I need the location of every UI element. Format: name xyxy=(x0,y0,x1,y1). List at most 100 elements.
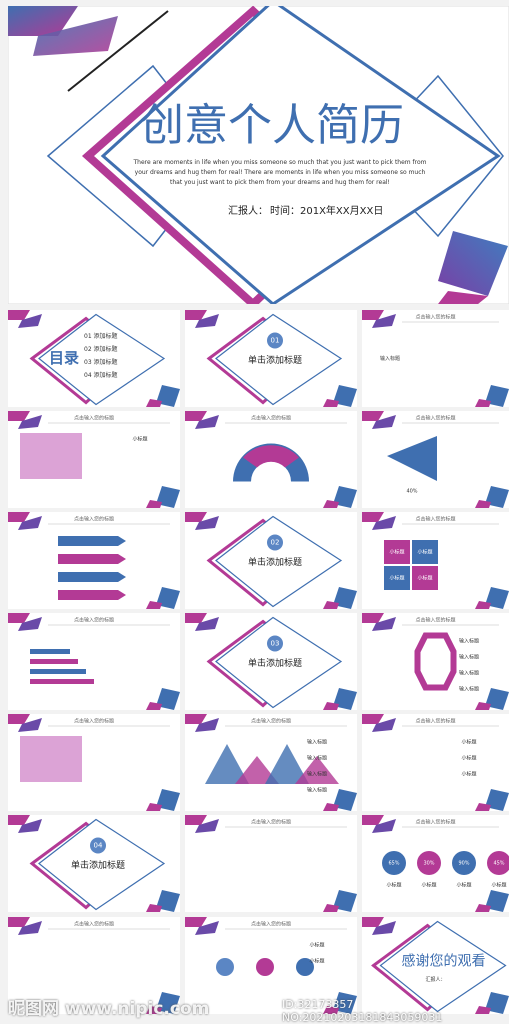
peak xyxy=(235,756,279,784)
decor xyxy=(485,789,509,811)
slide-heading: 点击输入您的标题 xyxy=(251,819,291,826)
decor xyxy=(67,10,169,92)
decor xyxy=(146,601,162,609)
decor xyxy=(195,617,219,631)
slide-thumbnail: 01 单击添加标题 xyxy=(185,310,357,407)
label: 输入标题 xyxy=(459,654,479,661)
decor xyxy=(195,415,219,429)
decor xyxy=(18,617,42,631)
decor xyxy=(362,512,384,522)
decor xyxy=(18,314,42,328)
section-number: 04 xyxy=(94,842,103,850)
decor xyxy=(8,815,30,825)
slide-heading: 点击输入您的标题 xyxy=(415,617,455,624)
arrow xyxy=(58,536,126,546)
decor xyxy=(8,310,30,320)
slide-bg xyxy=(185,815,357,912)
label: 65% xyxy=(388,861,399,867)
slide-thumbnail: 04 单击添加标题 xyxy=(8,815,180,912)
peak xyxy=(205,744,249,784)
decor xyxy=(372,718,396,732)
slide-thumbnail: 点击输入您的标题 xyxy=(8,917,180,1014)
decor xyxy=(8,411,30,421)
diamond-blue xyxy=(215,616,343,709)
decor xyxy=(18,516,42,530)
decor xyxy=(8,6,78,36)
label: 小标题 xyxy=(309,942,324,949)
toc-item: 02 添加标题 xyxy=(84,345,118,353)
date: 时间：201X年XX月XX日 xyxy=(270,204,383,217)
decor xyxy=(333,587,357,609)
decor xyxy=(33,16,118,56)
label: 小标题 xyxy=(491,882,506,889)
slide-thumbnail: 点击输入您的标题 xyxy=(8,613,180,710)
section-number: 03 xyxy=(271,640,280,648)
slide-heading: 点击输入您的标题 xyxy=(251,415,291,422)
section-heading: 单击添加标题 xyxy=(248,556,302,568)
slide-heading: 点击输入您的标题 xyxy=(415,516,455,523)
decor xyxy=(195,819,219,833)
decor xyxy=(485,486,509,508)
label: 40% xyxy=(406,489,417,495)
decor xyxy=(475,904,491,912)
number-badge xyxy=(267,534,283,551)
puzzle xyxy=(412,566,438,590)
slide-heading: 点击输入您的标题 xyxy=(74,516,114,523)
slide-heading: 点击输入您的标题 xyxy=(251,718,291,725)
decor xyxy=(185,613,207,623)
decor xyxy=(362,917,384,927)
decor xyxy=(475,803,491,811)
node xyxy=(256,958,274,976)
diamond-blue xyxy=(379,920,507,1013)
decor xyxy=(195,516,219,530)
thanks-title: 感谢您的观看 xyxy=(402,953,486,970)
decor xyxy=(185,512,207,522)
decor xyxy=(146,904,162,912)
watermark-site: 昵图网 www.nipic.com xyxy=(8,999,210,1019)
decor xyxy=(333,890,357,912)
slide-thumbnail: 03 单击添加标题 xyxy=(185,613,357,710)
slide-thumbnail: 点击输入您的标题 65% 30% 90% 45% 小标题 小标题 小标题 小标题 xyxy=(362,815,509,912)
decor xyxy=(146,702,162,710)
label: 小标题 xyxy=(461,755,476,762)
slide-heading: 点击输入您的标题 xyxy=(251,921,291,928)
decor xyxy=(18,921,42,935)
number-badge xyxy=(267,635,283,652)
arrow xyxy=(58,572,126,582)
section-heading: 单击添加标题 xyxy=(248,354,302,366)
slide-thumbnail: 点击输入您的标题 xyxy=(8,512,180,609)
watermark-id: ID:32173357 NO:20210203181843059031 xyxy=(282,998,443,1024)
decor xyxy=(475,601,491,609)
slide-heading: 点击输入您的标题 xyxy=(74,921,114,928)
decor xyxy=(146,399,162,407)
slide-heading: 点击输入您的标题 xyxy=(415,314,455,321)
decor xyxy=(475,399,491,407)
slide-heading: 点击输入您的标题 xyxy=(415,819,455,826)
decor xyxy=(156,890,180,912)
decor xyxy=(475,1006,491,1014)
label: 输入标题 xyxy=(307,739,327,746)
label: 45% xyxy=(493,861,504,867)
slide-bg xyxy=(8,917,180,1014)
label: 小标题 xyxy=(417,549,432,556)
label: 小标题 xyxy=(309,958,324,965)
label: 小标题 xyxy=(386,882,401,889)
decor xyxy=(372,516,396,530)
decor xyxy=(156,587,180,609)
ring xyxy=(452,851,476,875)
number-badge xyxy=(90,837,106,854)
decor xyxy=(185,714,207,724)
slide-heading: 点击输入您的标题 xyxy=(415,718,455,725)
slide-heading: 点击输入您的标题 xyxy=(74,617,114,624)
decor xyxy=(8,613,30,623)
slide-thumbnail: 目录 01 添加标题 02 添加标题 03 添加标题 04 添加标题 xyxy=(8,310,180,407)
decor xyxy=(362,310,384,320)
label: 小标题 xyxy=(461,771,476,778)
octagon xyxy=(414,632,457,691)
ring xyxy=(417,851,441,875)
label: 输入标题 xyxy=(307,755,327,762)
node xyxy=(296,958,314,976)
